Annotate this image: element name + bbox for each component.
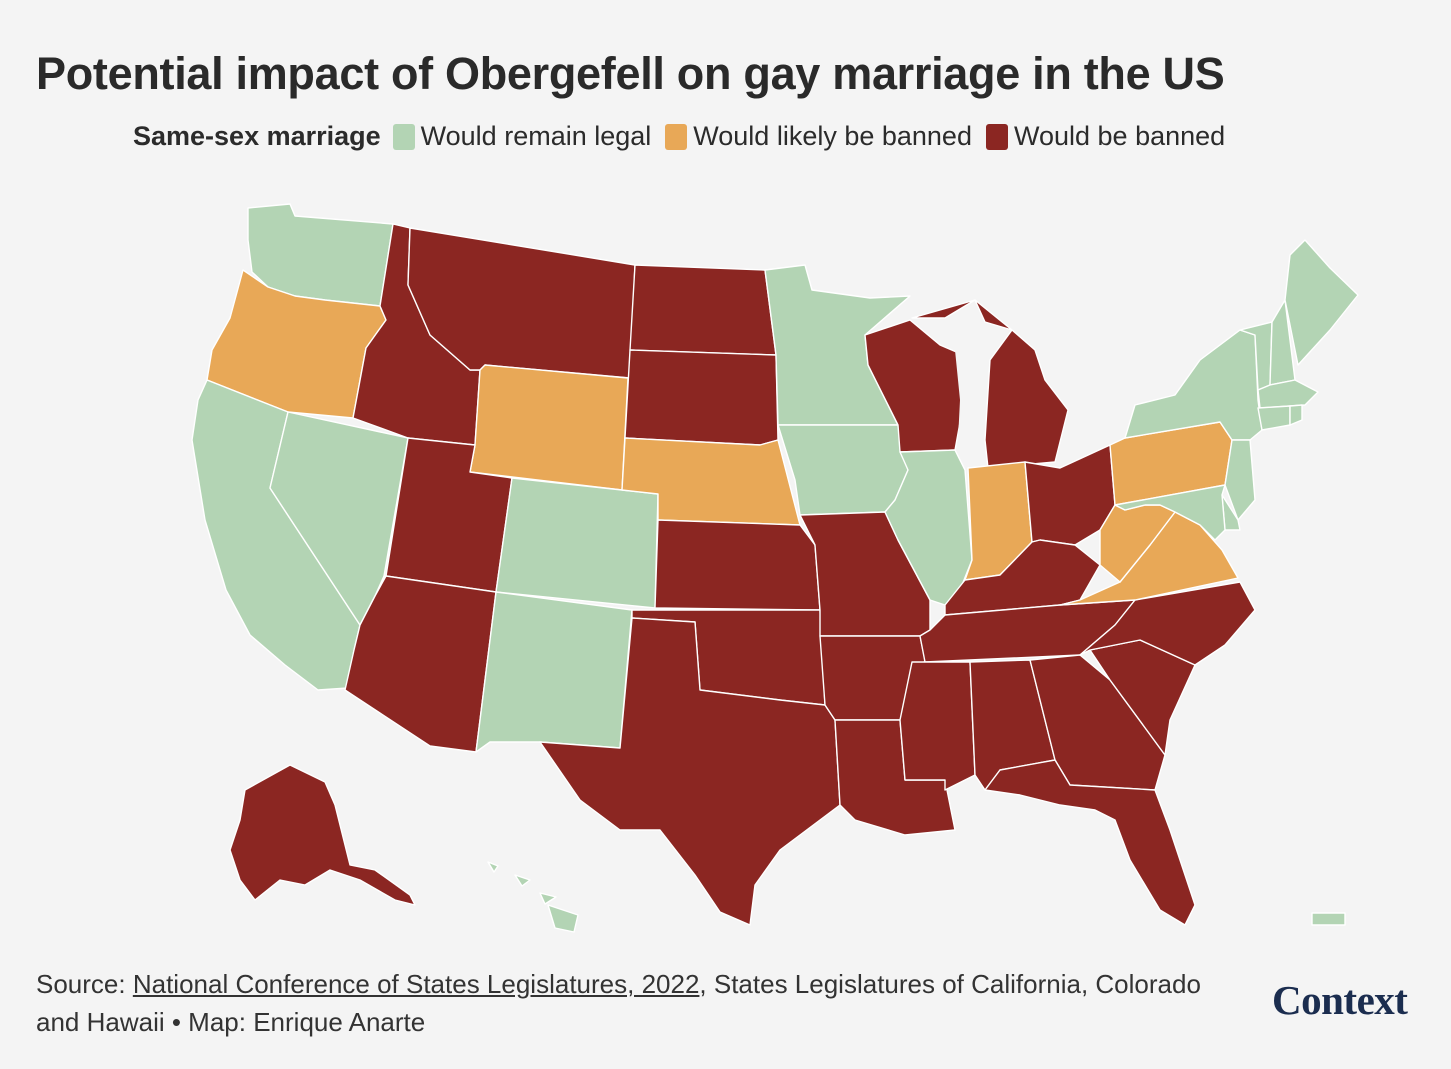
state-alaska[interactable]: [229, 764, 416, 906]
legend-label-legal: Would remain legal: [420, 121, 652, 151]
source-link[interactable]: National Conference of States Legislatur…: [132, 969, 700, 999]
legend-label-likely-banned: Would likely be banned: [693, 121, 972, 151]
state-mississippi[interactable]: [899, 661, 976, 791]
great-lakes: [955, 340, 985, 460]
source-note: Source: National Conference of States Le…: [36, 965, 1236, 1041]
state-iowa[interactable]: [777, 424, 909, 516]
state-new-york[interactable]: [1124, 329, 1263, 441]
state-colorado[interactable]: [495, 477, 659, 609]
state-connecticut[interactable]: [1257, 405, 1291, 431]
map-title: Potential impact of Obergefell on gay ma…: [36, 48, 1225, 99]
state-puerto-rico[interactable]: [1311, 912, 1346, 926]
source-suffix: , States Legislatures of California, Col…: [36, 969, 1201, 1037]
state-new-mexico[interactable]: [475, 591, 633, 753]
state-new-jersey[interactable]: [1224, 439, 1256, 521]
state-wyoming[interactable]: [469, 364, 629, 491]
legend-item-legal: Would remain legal: [392, 121, 652, 152]
state-texas[interactable]: [539, 617, 841, 926]
legend-item-banned: Would be banned: [985, 121, 1226, 152]
legend-heading: Same-sex marriage: [133, 121, 381, 151]
state-hawaii[interactable]: [487, 861, 579, 933]
legend-label-banned: Would be banned: [1013, 121, 1226, 151]
source-prefix: Source:: [36, 969, 133, 999]
legend-swatch-legal: [392, 123, 415, 150]
state-kansas[interactable]: [654, 519, 821, 611]
legend: Same-sex marriage Would remain legal Wou…: [133, 121, 1239, 152]
state-maryland[interactable]: [1114, 484, 1226, 541]
legend-item-likely-banned: Would likely be banned: [665, 121, 972, 152]
states-group: [191, 203, 1359, 933]
state-maine[interactable]: [1284, 239, 1359, 366]
state-north-carolina[interactable]: [1079, 581, 1256, 666]
context-logo: Context: [1272, 977, 1408, 1023]
state-rhode-island[interactable]: [1289, 404, 1303, 426]
state-south-dakota[interactable]: [624, 349, 779, 446]
legend-swatch-likely-banned: [665, 123, 688, 150]
state-florida[interactable]: [984, 759, 1196, 926]
state-illinois[interactable]: [884, 449, 973, 606]
legend-swatch-banned: [985, 123, 1008, 150]
state-north-dakota[interactable]: [629, 264, 777, 356]
lake-michigan: [955, 340, 985, 460]
